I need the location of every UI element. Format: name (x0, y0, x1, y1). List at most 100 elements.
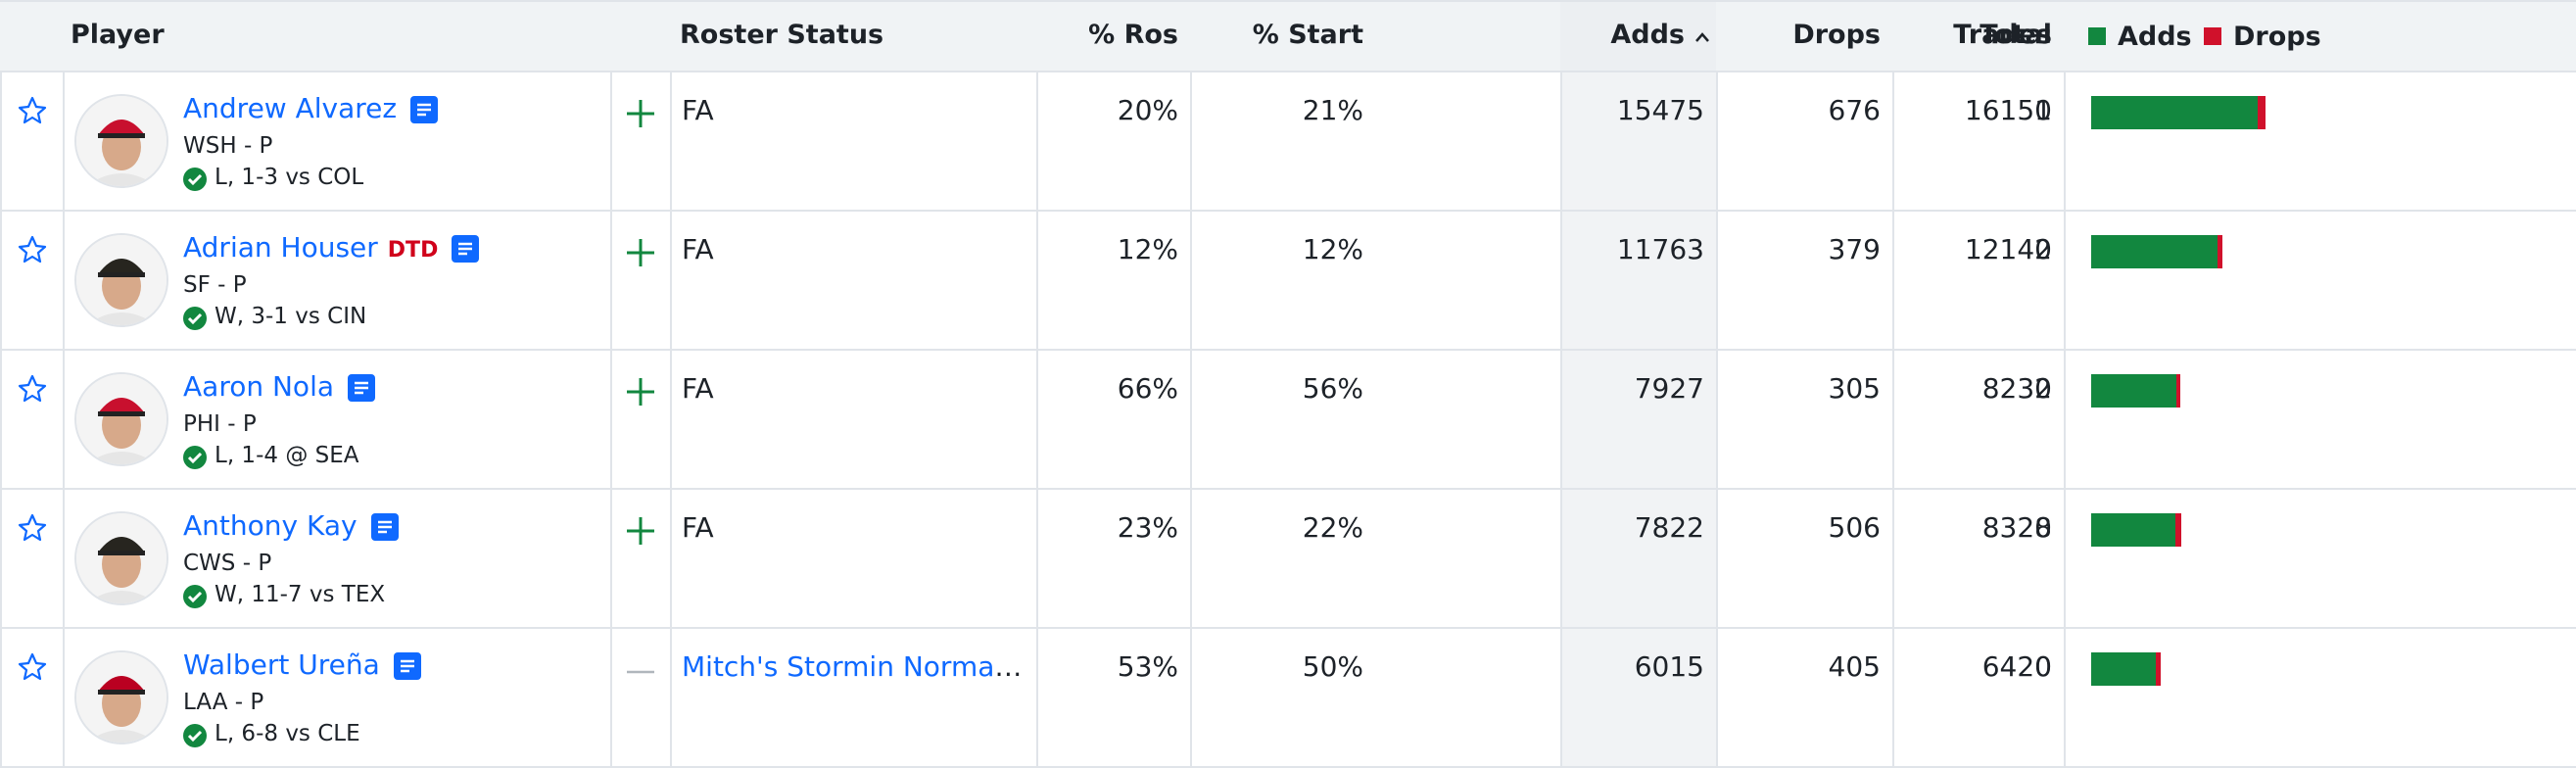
star-button[interactable] (18, 652, 47, 682)
player-cell: Walbert Ureña LAA - P L, 6-8 vs CLE (63, 629, 610, 766)
drops: 405 (1716, 629, 1892, 766)
player-name[interactable]: Adrian Houser DTD (183, 231, 481, 264)
header-label[interactable]: Drops (1792, 20, 1881, 50)
total: 8328 (1892, 490, 2064, 627)
adds-bar (2091, 96, 2259, 129)
adds: 15475 (1560, 72, 1716, 210)
player-name-text[interactable]: Aaron Nola (183, 370, 334, 403)
adds-bar (2091, 513, 2176, 547)
pct-ros: 66% (1036, 351, 1190, 488)
player-photo (74, 650, 168, 744)
header-label[interactable]: Adds (1610, 20, 1685, 50)
roster-status-text[interactable]: Mitch's Stormin Norman Gators (682, 650, 1036, 683)
trades-value: 0 (2034, 94, 2052, 126)
add-button[interactable] (627, 517, 654, 545)
player-photo (74, 511, 168, 605)
pct-ros: 23% (1036, 490, 1190, 627)
pct-start: 21% (1190, 72, 1375, 210)
adds-bar (2091, 235, 2218, 268)
drops: 379 (1716, 212, 1892, 349)
player-name[interactable]: Walbert Ureña (183, 648, 423, 681)
notes-icon[interactable] (410, 96, 439, 123)
check-icon (183, 585, 207, 608)
trades-value: 0 (2034, 511, 2052, 544)
roster-status: FA (670, 212, 1036, 349)
drops-value: 305 (1828, 372, 1881, 405)
adds-value: 7927 (1634, 372, 1704, 405)
legend-label: Drops (2233, 22, 2321, 52)
pct-start-value: 56% (1302, 372, 1363, 405)
drops-value: 506 (1828, 511, 1881, 544)
adds: 6015 (1560, 629, 1716, 766)
activity-bar (2064, 351, 2576, 488)
player-name-text[interactable]: Andrew Alvarez (183, 92, 398, 124)
drops-bar (2258, 96, 2266, 129)
player-name-text[interactable]: Adrian Houser (183, 231, 378, 264)
add-button[interactable] (627, 378, 654, 406)
trades-value: 0 (2034, 372, 2052, 405)
drops: 305 (1716, 351, 1892, 488)
action-cell (610, 351, 670, 488)
game-result: L, 1-3 vs COL (215, 165, 364, 190)
notes-icon[interactable] (348, 374, 375, 402)
star-cell (0, 72, 63, 210)
star-button[interactable] (18, 513, 47, 543)
player-name[interactable]: Andrew Alvarez (183, 92, 440, 124)
player-name[interactable]: Anthony Kay (183, 509, 401, 542)
roster-status: Mitch's Stormin Norman Gators (670, 629, 1036, 766)
notes-icon[interactable] (370, 513, 399, 541)
player-cell: Adrian Houser DTD SF - P W, 3-1 vs CIN (63, 212, 610, 349)
team-position: PHI - P (183, 411, 257, 437)
adds: 11763 (1560, 212, 1716, 349)
header-row: Player Roster Status % Ros % Start Adds Drops… (0, 0, 2576, 72)
player-name-text[interactable]: Walbert Ureña (183, 648, 380, 681)
header-label: Player (71, 20, 165, 50)
player-name-text[interactable]: Anthony Kay (183, 509, 358, 542)
player-row: Adrian Houser DTD SF - P W, 3-1 vs CIN FA 12%… (0, 212, 2576, 351)
team-position: WSH - P (183, 133, 273, 159)
star-button[interactable] (18, 96, 47, 125)
notes-icon[interactable] (452, 235, 480, 263)
add-button[interactable] (627, 100, 654, 127)
star-cell (0, 351, 63, 488)
header-cell: % Start (1190, 2, 1375, 71)
drops-bar (2175, 513, 2181, 547)
header-label[interactable]: % Ros (1088, 20, 1178, 50)
action-cell (610, 629, 670, 766)
team-position: SF - P (183, 272, 247, 298)
drops-bar (2218, 235, 2222, 268)
total: 12142 (1892, 212, 2064, 349)
pct-start-value: 12% (1302, 233, 1363, 265)
star-cell (0, 629, 63, 766)
header-label[interactable]: Trades (1953, 20, 2052, 50)
star-button[interactable] (18, 374, 47, 404)
pct-start-value: 22% (1302, 511, 1363, 544)
adds-value: 11763 (1616, 233, 1704, 265)
player-cell: Aaron Nola PHI - P L, 1-4 @ SEA (63, 351, 610, 488)
check-icon (183, 168, 207, 191)
activity-bar (2064, 490, 2576, 627)
action-cell (610, 72, 670, 210)
activity-bar (2064, 629, 2576, 766)
player-row: Anthony Kay CWS - P W, 11-7 vs TEX FA 23% 22%… (0, 490, 2576, 629)
header-label[interactable]: % Start (1252, 20, 1363, 50)
pct-start: 22% (1190, 490, 1375, 627)
adds-value: 7822 (1634, 511, 1704, 544)
drops-value: 405 (1828, 650, 1881, 683)
drops-bar (2156, 652, 2161, 686)
player-name[interactable]: Aaron Nola (183, 370, 377, 403)
total: 16151 (1892, 72, 2064, 210)
star-button[interactable] (18, 235, 47, 264)
player-row: Aaron Nola PHI - P L, 1-4 @ SEA FA 66% 56% 792… (0, 351, 2576, 490)
player-photo (74, 233, 168, 327)
drops: 676 (1716, 72, 1892, 210)
add-button[interactable] (627, 239, 654, 266)
notes-icon[interactable] (393, 652, 421, 680)
status-tag: DTD (387, 238, 439, 263)
pct-ros-value: 20% (1117, 94, 1178, 126)
pct-ros-value: 66% (1117, 372, 1178, 405)
header-label[interactable]: Total (1980, 20, 2052, 50)
header-cell: Total (1892, 2, 2064, 71)
pct-ros: 12% (1036, 212, 1190, 349)
check-icon (183, 446, 207, 469)
